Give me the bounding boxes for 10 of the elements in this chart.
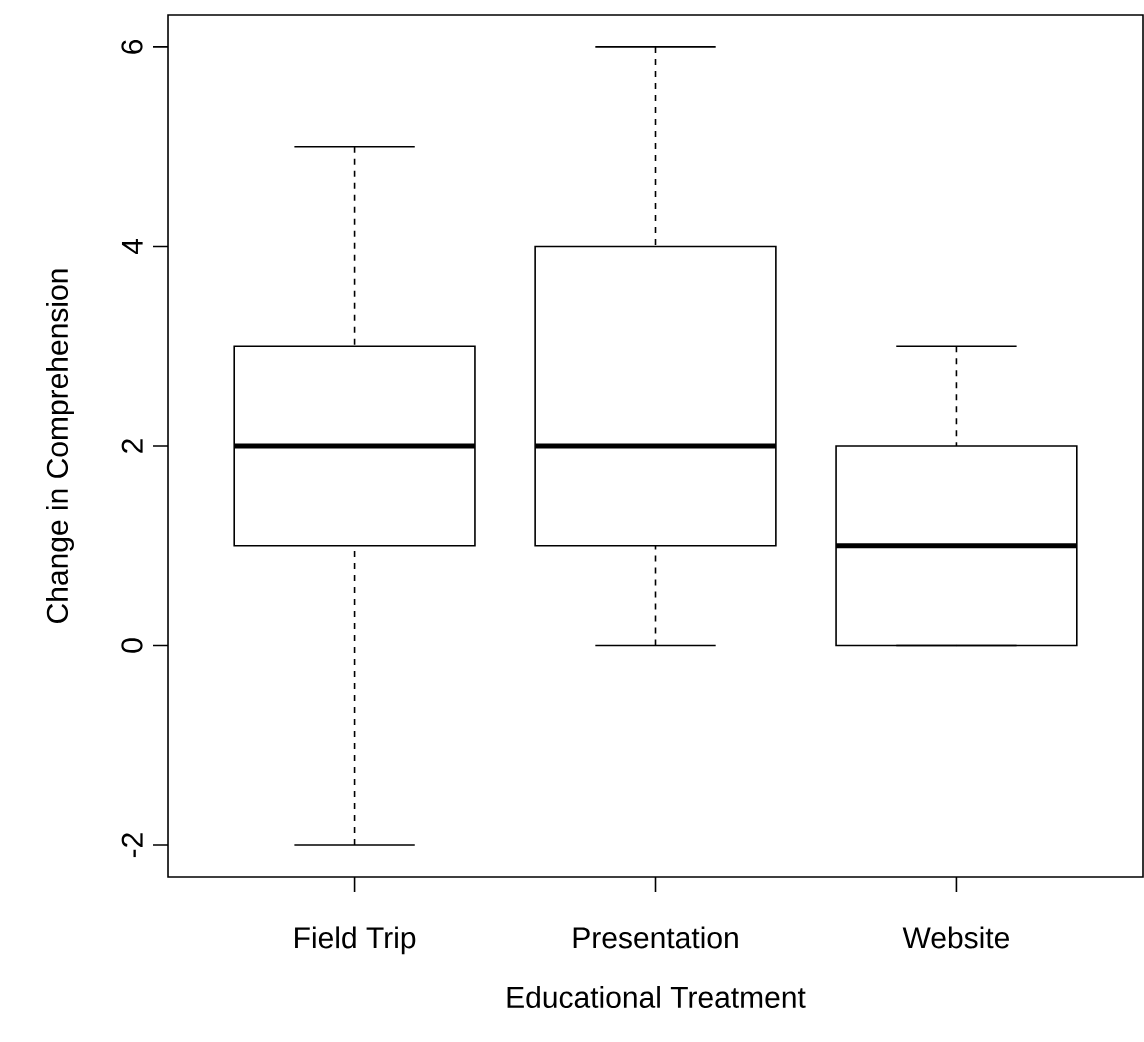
y-tick-label: 6 <box>121 39 143 54</box>
x-tick-label: Presentation <box>573 926 738 949</box>
y-tick-label: 4 <box>121 238 143 255</box>
x-axis-title: Educational Treatment <box>507 985 806 1008</box>
x-tick-label: Website <box>902 926 1009 949</box>
y-tick-label: -2 <box>121 833 143 858</box>
y-tick-label: 0 <box>121 638 143 653</box>
x-tick-label: Field Trip <box>295 926 416 955</box>
y-axis-title: Change in Comprehension <box>46 269 74 623</box>
y-tick-label: 2 <box>121 439 143 453</box>
